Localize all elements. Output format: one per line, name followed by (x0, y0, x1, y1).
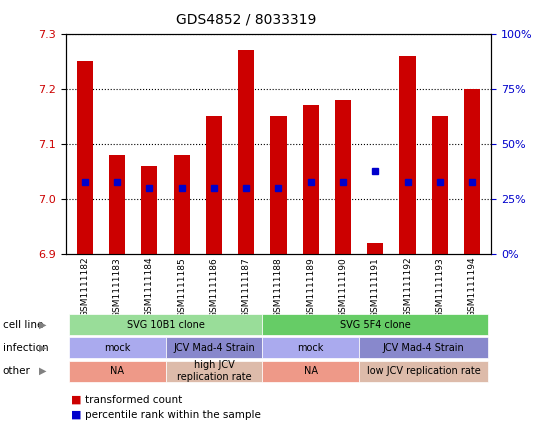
FancyBboxPatch shape (359, 338, 488, 358)
Text: low JCV replication rate: low JCV replication rate (367, 366, 480, 376)
Bar (335, 100, 351, 254)
FancyBboxPatch shape (69, 361, 165, 382)
Text: JCV Mad-4 Strain: JCV Mad-4 Strain (383, 343, 465, 353)
Bar (238, 50, 254, 254)
Text: GDS4852 / 8033319: GDS4852 / 8033319 (175, 13, 316, 27)
FancyBboxPatch shape (359, 361, 488, 382)
Text: percentile rank within the sample: percentile rank within the sample (85, 409, 260, 420)
Text: cell line: cell line (3, 320, 43, 330)
FancyBboxPatch shape (69, 338, 165, 358)
Bar (302, 105, 319, 254)
FancyBboxPatch shape (262, 361, 359, 382)
FancyBboxPatch shape (165, 338, 262, 358)
Text: GSM1111184: GSM1111184 (145, 257, 154, 317)
Text: ▶: ▶ (39, 343, 46, 353)
Text: SVG 10B1 clone: SVG 10B1 clone (127, 320, 204, 330)
Text: GSM1111188: GSM1111188 (274, 257, 283, 318)
Bar (400, 56, 416, 254)
Text: SVG 5F4 clone: SVG 5F4 clone (340, 320, 411, 330)
Text: GSM1111192: GSM1111192 (403, 257, 412, 317)
Text: GSM1111187: GSM1111187 (242, 257, 251, 318)
Text: GSM1111193: GSM1111193 (435, 257, 444, 318)
Text: GSM1111190: GSM1111190 (339, 257, 347, 318)
Text: infection: infection (3, 343, 49, 353)
Text: ▶: ▶ (39, 320, 46, 330)
Text: GSM1111189: GSM1111189 (306, 257, 315, 318)
Text: GSM1111185: GSM1111185 (177, 257, 186, 318)
Bar (432, 116, 448, 254)
Text: GSM1111191: GSM1111191 (371, 257, 380, 318)
Bar (174, 155, 190, 254)
Bar (270, 116, 287, 254)
Text: NA: NA (304, 366, 318, 376)
Text: ■: ■ (71, 395, 81, 405)
Text: GSM1111183: GSM1111183 (112, 257, 122, 318)
Bar (109, 155, 125, 254)
Text: high JCV
replication rate: high JCV replication rate (176, 360, 251, 382)
FancyBboxPatch shape (262, 314, 488, 335)
Bar (206, 116, 222, 254)
Bar (77, 61, 93, 254)
Text: transformed count: transformed count (85, 395, 182, 405)
Text: GSM1111194: GSM1111194 (467, 257, 477, 317)
Text: mock: mock (298, 343, 324, 353)
Bar (464, 89, 480, 254)
Text: ▶: ▶ (39, 366, 46, 376)
FancyBboxPatch shape (69, 314, 262, 335)
FancyBboxPatch shape (165, 361, 262, 382)
Text: GSM1111186: GSM1111186 (210, 257, 218, 318)
Text: GSM1111182: GSM1111182 (80, 257, 90, 317)
Text: mock: mock (104, 343, 130, 353)
FancyBboxPatch shape (262, 338, 359, 358)
Text: NA: NA (110, 366, 124, 376)
Bar (367, 243, 383, 254)
Bar (141, 166, 157, 254)
Text: ■: ■ (71, 409, 81, 420)
Text: other: other (3, 366, 31, 376)
Text: JCV Mad-4 Strain: JCV Mad-4 Strain (173, 343, 255, 353)
